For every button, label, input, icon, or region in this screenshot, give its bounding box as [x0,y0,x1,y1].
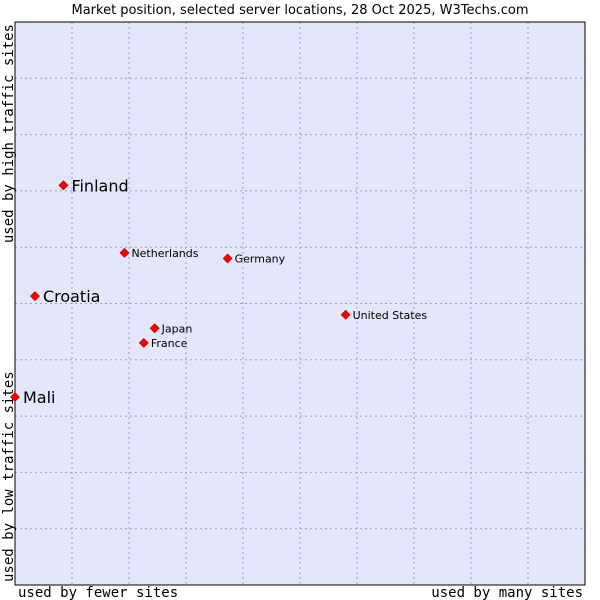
point-marker-germany [222,253,233,264]
data-point-united-states: United States [340,309,428,322]
data-point-germany: Germany [222,252,286,265]
data-point-france: France [138,337,188,350]
point-label-mali: Mali [23,388,56,407]
point-marker-finland [58,180,69,191]
y-axis-label-bottom: used by low traffic sites [1,371,17,582]
point-marker-croatia [30,291,40,302]
point-marker-france [138,337,149,348]
point-label-croatia: Croatia [43,287,101,306]
plot-border [14,21,586,586]
point-label-france: France [151,337,188,350]
grid-lines [15,22,585,585]
point-label-united-states: United States [353,309,428,322]
point-marker-netherlands [119,247,130,258]
data-point-japan: Japan [149,322,193,335]
point-label-germany: Germany [235,252,286,265]
chart-title: Market position, selected server locatio… [71,3,528,18]
point-label-netherlands: Netherlands [131,247,198,260]
point-marker-mali [10,392,20,402]
data-point-croatia: Croatia [30,287,100,306]
x-axis-label-right: used by many sites [431,585,583,600]
y-axis-label-top: used by high traffic sites [1,24,17,243]
data-points: Finland Netherlands Germany Croatia United S… [10,176,428,407]
data-point-mali: Mali [10,388,56,407]
point-marker-japan [149,323,160,334]
point-label-finland: Finland [71,176,128,195]
x-axis-label-left: used by fewer sites [18,585,178,600]
point-marker-united-states [340,309,351,320]
point-label-japan: Japan [161,322,193,335]
data-point-netherlands: Netherlands [119,247,199,260]
data-point-finland: Finland [58,176,129,195]
